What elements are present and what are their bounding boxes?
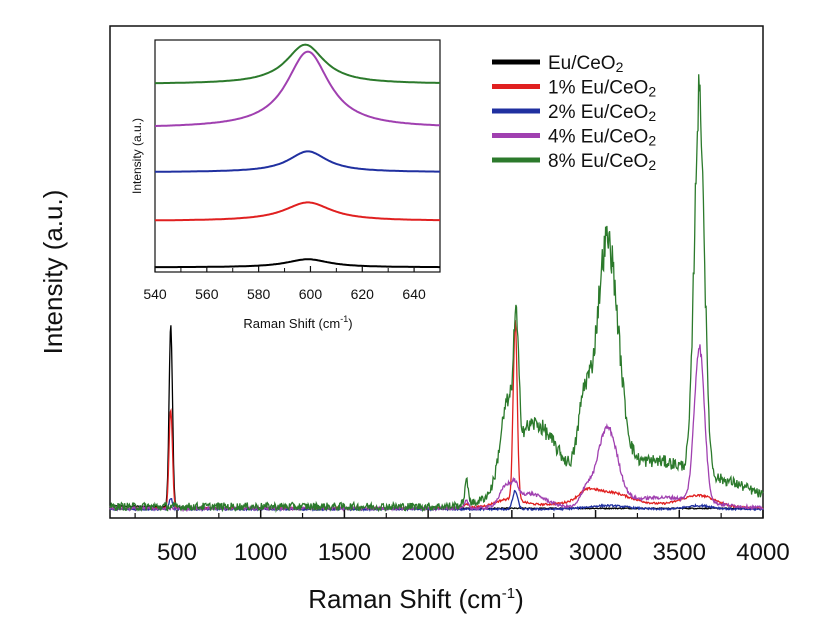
- inset-x-axis-label: Raman Shift (cm-1): [243, 314, 352, 331]
- inset-series-4pct-eu-ceo2: [155, 50, 440, 127]
- main-x-tick-label: 1500: [318, 539, 371, 566]
- inset-x-ticks: 540 560 580 600 620 640: [143, 266, 426, 302]
- inset-series-8pct-eu-ceo2: [154, 43, 440, 85]
- legend-label-8pct-eu-ceo2: 8% Eu/CeO2: [548, 151, 656, 173]
- main-x-tick-label: 1000: [234, 539, 287, 566]
- inset-x-tick-label: 540: [143, 286, 167, 302]
- main-x-tick-label: 3000: [569, 539, 622, 566]
- legend-label-1pct-eu-ceo2: 1% Eu/CeO2: [548, 78, 656, 100]
- inset-plot-frame: [154, 39, 441, 273]
- main-x-tick-label: 4000: [736, 539, 789, 566]
- inset-series-1pct-eu-ceo2: [155, 201, 440, 222]
- legend-label-eu-ceo2: Eu/CeO2: [548, 53, 624, 75]
- inset-series-group: [154, 43, 440, 269]
- inset-x-tick-label: 580: [247, 286, 271, 302]
- main-plot-frame: [109, 25, 764, 519]
- main-y-axis-label: Intensity (a.u.): [38, 190, 68, 355]
- main-x-tick-label: 2500: [485, 539, 538, 566]
- inset-x-tick-label: 620: [351, 286, 375, 302]
- inset-x-tick-label: 640: [402, 286, 426, 302]
- main-x-tick-label: 500: [157, 539, 197, 566]
- main-x-axis-label: Raman Shift (cm-1): [308, 584, 524, 614]
- main-x-tick-label: 2000: [401, 539, 454, 566]
- inset-x-tick-label: 600: [299, 286, 323, 302]
- legend-label-4pct-eu-ceo2: 4% Eu/CeO2: [548, 127, 656, 149]
- main-x-ticks: 500 1000 1500 2000 2500 3000 3500 4000: [134, 510, 790, 566]
- main-series-1pct-eu-ceo2: [109, 319, 764, 511]
- inset-x-tick-label: 560: [195, 286, 219, 302]
- main-series-4pct-eu-ceo2: [109, 344, 764, 513]
- inset-y-axis-label: Intensity (a.u.): [130, 118, 144, 194]
- inset-series-2pct-eu-ceo2: [155, 150, 440, 173]
- main-series-8pct-eu-ceo2: [109, 74, 764, 514]
- main-x-tick-label: 3500: [653, 539, 706, 566]
- main-series-group: [109, 74, 764, 514]
- inset-series-eu-ceo2: [155, 258, 440, 269]
- legend-label-2pct-eu-ceo2: 2% Eu/CeO2: [548, 102, 656, 124]
- main-series-eu-ceo2: [109, 325, 764, 511]
